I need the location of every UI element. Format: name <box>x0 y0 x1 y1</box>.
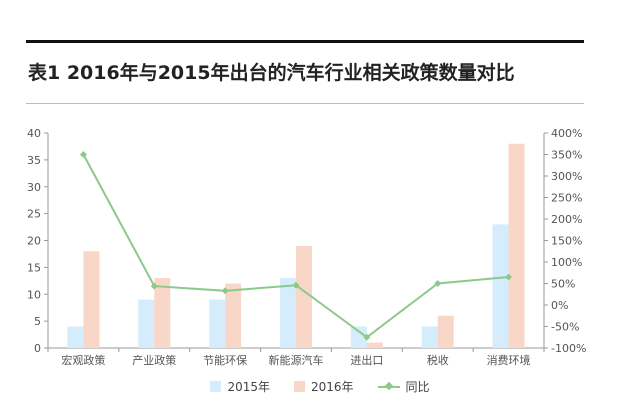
y-left-tick-label: 5 <box>34 315 41 328</box>
y-right-tick-label: 0% <box>551 299 568 312</box>
bar-2015-2 <box>209 299 226 348</box>
x-tick-label: 消费环境 <box>487 353 531 367</box>
bar-2016-6 <box>508 143 525 348</box>
y-left-tick-label: 20 <box>27 235 41 248</box>
y-right-tick-label: -100% <box>551 342 586 355</box>
y-left-tick-label: 35 <box>27 154 41 167</box>
x-tick-label: 进出口 <box>350 353 383 367</box>
bar-2015-3 <box>280 278 296 348</box>
y-right-tick-label: 400% <box>551 127 582 140</box>
legend-swatch-2015 <box>210 381 222 392</box>
bar-2015-5 <box>421 326 438 348</box>
y-left-tick-label: 30 <box>27 181 41 194</box>
x-tick-label: 税收 <box>427 353 449 367</box>
y-left-tick-label: 0 <box>34 342 41 355</box>
y-left-tick-label: 40 <box>27 127 41 140</box>
legend: 2015年 2016年 同比 <box>0 378 640 395</box>
yoy-point-4 <box>363 333 371 341</box>
title-rule-bottom <box>26 103 584 104</box>
bar-2016-2 <box>225 283 242 348</box>
legend-item-yoy: 同比 <box>377 378 430 395</box>
legend-swatch-yoy <box>377 381 400 392</box>
bar-2016-4 <box>366 342 383 348</box>
legend-item-2015: 2015年 <box>210 378 270 395</box>
combo-chart: 0 5 10 15 20 25 30 35 40 -100% -50% 0% 50% 100% 150% 20… <box>27 127 586 367</box>
x-tick-label: 产业政策 <box>132 353 176 367</box>
yoy-point-1 <box>150 282 158 290</box>
legend-swatch-2016 <box>293 381 305 392</box>
yoy-point-0 <box>79 151 87 158</box>
y-right-tick-label: 350% <box>551 149 582 162</box>
bar-2015-6 <box>492 224 509 348</box>
y-right-tick-label: -50% <box>551 321 579 334</box>
y-right-tick-label: 200% <box>551 213 582 226</box>
bar-2016-3 <box>296 245 312 348</box>
bar-2015-0 <box>67 326 84 348</box>
title-rule-top <box>26 40 584 43</box>
y-right-tick-label: 300% <box>551 170 582 183</box>
yoy-point-5 <box>434 280 442 287</box>
y-right-tick-label: 100% <box>551 256 582 269</box>
x-tick-label: 宏观政策 <box>61 353 105 367</box>
x-tick-label: 节能环保 <box>203 353 247 367</box>
yoy-point-2 <box>221 287 229 295</box>
bar-2016-5 <box>437 315 454 348</box>
y-left-tick-label: 10 <box>27 288 41 301</box>
legend-label-2016: 2016年 <box>310 380 354 394</box>
bar-2016-0 <box>83 251 100 348</box>
bar-2015-1 <box>138 299 155 348</box>
bar-2015-4 <box>350 326 367 348</box>
y-right-tick-label: 50% <box>551 278 575 291</box>
legend-label-2015: 2015年 <box>227 380 270 394</box>
legend-label-yoy: 同比 <box>405 380 430 394</box>
y-left-tick-label: 15 <box>27 261 41 274</box>
yoy-point-6 <box>505 273 513 281</box>
y-right-tick-label: 150% <box>551 235 582 248</box>
y-left-tick-label: 25 <box>27 208 41 221</box>
bar-2016-1 <box>154 278 171 348</box>
y-right-tick-label: 250% <box>551 192 582 205</box>
x-tick-label: 新能源汽车 <box>269 353 324 367</box>
chart-title: 表1 2016年与2015年出台的汽车行业相关政策数量对比 <box>28 62 515 84</box>
legend-item-2016: 2016年 <box>293 378 354 395</box>
yoy-point-3 <box>292 281 300 289</box>
